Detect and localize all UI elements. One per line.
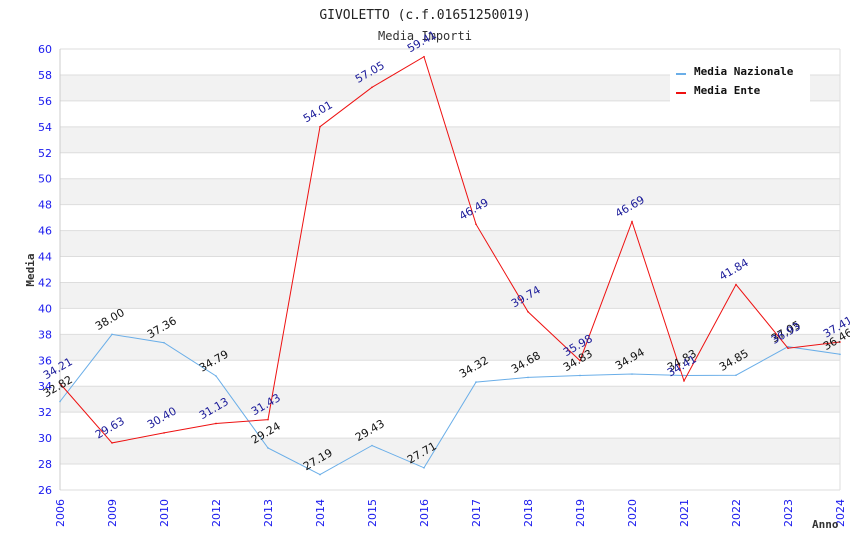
data-point (579, 374, 581, 377)
data-point (111, 442, 113, 444)
y-tick-label: 50 (38, 173, 52, 186)
x-tick-label: 2020 (626, 499, 639, 527)
y-tick-label: 30 (38, 432, 52, 445)
y-tick-label: 26 (38, 484, 52, 497)
data-point (267, 418, 269, 421)
data-point (215, 422, 217, 425)
data-point (163, 432, 165, 434)
grid-band (60, 152, 840, 179)
y-tick-label: 40 (38, 302, 52, 315)
data-point (59, 400, 61, 403)
x-tick-label: 2015 (366, 499, 379, 527)
x-tick-label: 2023 (782, 499, 795, 527)
y-tick-label: 48 (38, 199, 52, 212)
grid-band (60, 334, 840, 361)
data-point (527, 376, 529, 379)
data-point (371, 444, 373, 447)
chart-title: GIVOLETTO (c.f.01651250019) (319, 8, 530, 23)
grid-band (60, 230, 840, 257)
x-tick-label: 2022 (730, 499, 743, 527)
x-axis-label: Anno (812, 518, 839, 531)
x-tick-label: 2019 (574, 499, 587, 527)
y-tick-label: 42 (38, 276, 52, 289)
y-tick-labels: 26 28 30 32 34 36 38 40 42 44 46 48 50 52 54 56 58 60 (38, 43, 52, 497)
x-tick-label: 2021 (678, 499, 691, 527)
data-point (423, 467, 425, 469)
x-tick-label: 2012 (210, 499, 223, 527)
legend-label-nazionale: Media Nazionale (694, 65, 794, 78)
data-point (267, 447, 269, 449)
legend-box (670, 60, 810, 102)
x-tick-label: 2016 (418, 499, 431, 527)
data-point (319, 125, 321, 128)
x-tick-label: 2018 (522, 499, 535, 527)
gridlines (60, 48, 840, 491)
y-tick-label: 56 (38, 95, 52, 108)
data-point (475, 381, 477, 383)
x-tick-label: 2010 (158, 499, 171, 527)
y-tick-label: 28 (38, 458, 52, 471)
x-tick-label: 2017 (470, 499, 483, 527)
y-tick-label: 32 (38, 406, 52, 419)
series-line-nazionale (59, 333, 841, 476)
data-point (423, 55, 425, 58)
chart-subtitle: Media Importi (378, 29, 472, 43)
grid-band (60, 464, 840, 490)
data-point (631, 373, 633, 375)
data-point (631, 220, 633, 223)
legend: Media Nazionale Media Ente (670, 60, 810, 102)
y-tick-label: 52 (38, 147, 52, 160)
data-point (527, 310, 529, 313)
grid-band (60, 360, 840, 387)
y-axis-label: Media (24, 253, 37, 286)
grid-band (60, 178, 840, 205)
legend-label-ente: Media Ente (694, 84, 761, 97)
x-tick-label: 2024 (834, 499, 847, 527)
y-tick-label: 60 (38, 43, 52, 56)
data-point (59, 382, 61, 385)
data-point (319, 473, 321, 476)
grid-bands (60, 49, 840, 490)
series-line-ente (59, 55, 841, 444)
grid-band (60, 308, 840, 335)
data-point (839, 353, 841, 356)
x-tick-label: 2006 (54, 499, 67, 527)
grid-band (60, 386, 840, 413)
series-lines (59, 55, 841, 476)
data-point (215, 375, 217, 377)
data-point (683, 374, 685, 377)
data-point (371, 86, 373, 89)
data-point (111, 333, 113, 336)
y-tick-label: 58 (38, 69, 52, 82)
y-tick-label: 38 (38, 328, 52, 341)
grid-band (60, 256, 840, 283)
grid-band (60, 100, 840, 127)
grid-band (60, 438, 840, 465)
y-tick-label: 54 (38, 121, 52, 134)
data-point (735, 283, 737, 286)
data-point (787, 347, 789, 350)
data-point (475, 223, 477, 226)
grid-band (60, 282, 840, 309)
data-point (683, 380, 685, 382)
data-point (163, 341, 165, 344)
y-tick-label: 44 (38, 251, 52, 264)
data-point (579, 359, 581, 362)
y-tick-label: 46 (38, 225, 52, 238)
x-tick-label: 2014 (314, 499, 327, 527)
data-point (839, 341, 841, 343)
x-tick-labels: 2006 2009 2010 2012 2013 2014 2015 2016 2017 2018… (54, 499, 847, 527)
y-tick-label: 34 (38, 380, 52, 393)
grid-band (60, 204, 840, 231)
x-tick-label: 2009 (106, 499, 119, 527)
y-tick-label: 36 (38, 354, 52, 367)
data-point (735, 374, 737, 377)
x-tick-label: 2013 (262, 499, 275, 527)
